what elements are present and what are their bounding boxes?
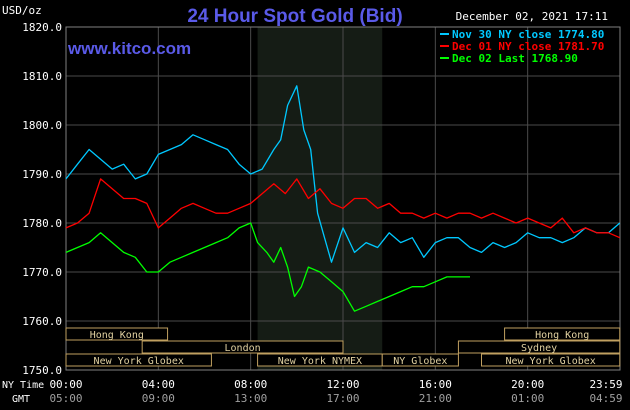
series-line-2	[65, 178, 621, 239]
gmt-label: GMT	[12, 394, 30, 405]
chart-title: 24 Hour Spot Gold (Bid)	[187, 6, 402, 27]
y-tick-label: 1810.0	[22, 70, 62, 83]
y-tick-label: 1760.0	[22, 315, 62, 328]
y-tick-label: 1750.0	[22, 364, 62, 377]
series-line-3	[65, 222, 470, 312]
y-axis-ticks: 1820.0 1810.0 1800.0 1790.0 1780.0 1770.0 1760…	[22, 21, 62, 377]
x-tick-label-ny: 08:00	[234, 378, 267, 391]
website-label: www.kitco.com	[67, 39, 191, 58]
session-box	[457, 340, 621, 354]
session-label: Hong Kong	[90, 330, 144, 341]
session-label: Sydney	[521, 343, 557, 354]
session-label: New York NYMEX	[278, 356, 362, 367]
x-tick-label-gmt: 09:00	[142, 392, 175, 405]
session-box	[65, 353, 212, 367]
session-label: NY Globex	[393, 356, 447, 367]
legend-item-dec02: Dec 02 Last 1768.90	[452, 52, 578, 65]
legend: Nov 30 NY close 1774.80 Dec 01 NY close …	[440, 28, 604, 65]
x-tick-label-ny: 12:00	[326, 378, 359, 391]
y-tick-label: 1780.0	[22, 217, 62, 230]
x-tick-label-ny: 00:00	[49, 378, 82, 391]
session-box	[65, 327, 169, 341]
legend-item-dec01: Dec 01 NY close 1781.70	[452, 40, 604, 53]
x-tick-label-ny: 20:00	[511, 378, 544, 391]
x-tick-label-gmt: 21:00	[419, 392, 452, 405]
x-tick-label-gmt: 05:00	[49, 392, 82, 405]
session-box	[381, 353, 459, 367]
session-label: New York Globex	[94, 356, 184, 367]
ny-time-label: NY Time	[2, 380, 44, 391]
series-line-1	[65, 85, 621, 263]
x-tick-label-gmt: 13:00	[234, 392, 267, 405]
session-box	[141, 340, 344, 354]
x-tick-label-gmt: 17:00	[326, 392, 359, 405]
x-axis-ticks: 00:00 04:00 08:00 12:00 16:00 20:00 23:59 05:00…	[49, 378, 622, 405]
trading-sessions: Hong Kong London New York Globex New York N…	[65, 327, 621, 367]
x-tick-label-ny: 16:00	[419, 378, 452, 391]
y-tick-label: 1770.0	[22, 266, 62, 279]
y-tick-label: 1790.0	[22, 168, 62, 181]
x-tick-label-gmt: 04:59	[589, 392, 622, 405]
session-label: New York Globex	[505, 356, 595, 367]
y-tick-label: 1820.0	[22, 21, 62, 34]
session-box	[504, 327, 621, 341]
x-tick-label-gmt: 01:00	[511, 392, 544, 405]
price-series	[65, 85, 621, 312]
legend-item-nov30: Nov 30 NY close 1774.80	[452, 28, 604, 41]
date-label: December 02, 2021 17:11	[456, 10, 608, 23]
plot-frame	[65, 26, 621, 371]
y-tick-label: 1800.0	[22, 119, 62, 132]
session-label: London	[225, 343, 261, 354]
x-tick-label-ny: 23:59	[589, 378, 622, 391]
session-box	[481, 353, 621, 367]
session-label: Hong Kong	[535, 330, 589, 341]
x-tick-label-ny: 04:00	[142, 378, 175, 391]
unit-label: USD/oz	[2, 4, 42, 17]
